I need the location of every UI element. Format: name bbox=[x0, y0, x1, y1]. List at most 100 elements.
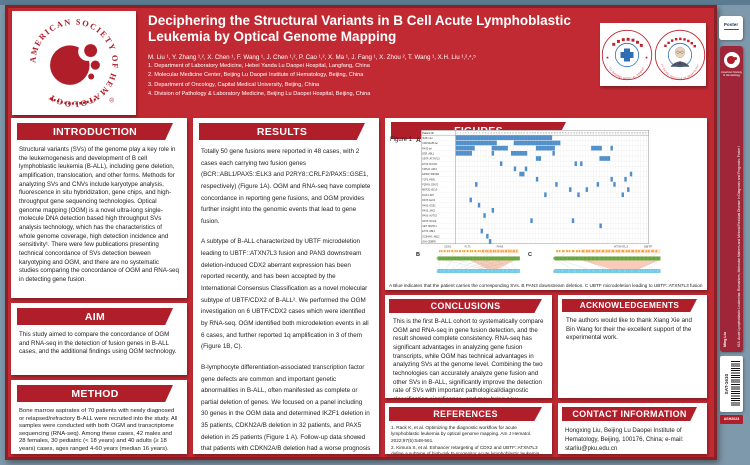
reference-1: 1. Rack K, et al. Optimizing the diagnos… bbox=[391, 425, 532, 443]
svg-text:38: 38 bbox=[559, 133, 561, 135]
svg-text:60: 60 bbox=[620, 133, 622, 135]
poster-title: Deciphering the Structural Variants in B… bbox=[148, 13, 571, 45]
founder-portrait bbox=[670, 46, 689, 67]
svg-text:13: 13 bbox=[490, 133, 492, 135]
aim-panel: AIM This study aimed to compare the conc… bbox=[11, 303, 187, 375]
figure-1a-sv-heatmap: 1 2 3 4 5 6 7 8 9 10 11 12 13 14 15 16 17 18 19 20 21 22 23 24 2… bbox=[421, 130, 649, 244]
svg-text:31: 31 bbox=[540, 133, 542, 135]
svg-text:MEF2D::BCL9: MEF2D::BCL9 bbox=[422, 190, 438, 192]
svg-text:ETV6::ABL1: ETV6::ABL1 bbox=[422, 230, 436, 233]
print-service-wordmark: Poster bbox=[723, 22, 739, 27]
results-paragraph-1: Totally 50 gene fusions were reported in… bbox=[201, 148, 371, 225]
svg-text:PAX5::ELK3: PAX5::ELK3 bbox=[422, 199, 435, 202]
svg-text:49: 49 bbox=[590, 133, 592, 135]
affiliation-1: 1. Department of Laboratory Medicine, He… bbox=[148, 63, 370, 70]
ash-laurel bbox=[49, 97, 99, 105]
session-title: 618. Acute Lymphoblastic Leukemias: Biom… bbox=[736, 145, 741, 347]
svg-text:21: 21 bbox=[512, 133, 514, 135]
svg-text:17: 17 bbox=[501, 133, 503, 135]
print-service-logo: Poster bbox=[719, 16, 743, 40]
author-list: M. Liu ¹, Y. Zhang ¹,², X. Chen ¹, F. Wa… bbox=[148, 54, 476, 62]
svg-text:61: 61 bbox=[623, 133, 625, 135]
introduction-body: Structural variants (SVs) of the genome … bbox=[19, 146, 179, 284]
contact-body: Hongxing Liu, Beijing Lu Daopei Institut… bbox=[565, 427, 684, 452]
lu-daopei-institute-logo: LU DAOPEI INSTITUTE OF HEMATOLOGY bbox=[654, 29, 705, 80]
acknowledgements-panel: ACKNOWLEDGEMENTS The authors would like … bbox=[558, 295, 707, 398]
figure-1b-ogm-track: CDX2FLT3PAN3Ref chr 13Sample bbox=[437, 244, 520, 274]
svg-text:CDX2: CDX2 bbox=[444, 244, 451, 248]
ash-mini-logo bbox=[723, 52, 740, 68]
affiliation-4: 4. Division of Pathology & Laboratory Me… bbox=[148, 90, 371, 97]
ash-mini-blob-2 bbox=[734, 57, 738, 61]
ash-blob-2 bbox=[84, 44, 98, 57]
conclusions-header: CONCLUSIONS bbox=[389, 299, 542, 313]
svg-text:UBTF::ATXN7L3: UBTF::ATXN7L3 bbox=[422, 158, 440, 161]
svg-text:34: 34 bbox=[548, 133, 550, 135]
svg-text:66: 66 bbox=[637, 133, 639, 135]
svg-text:20: 20 bbox=[509, 133, 511, 135]
svg-text:39: 39 bbox=[562, 133, 564, 135]
top-bar bbox=[0, 0, 750, 5]
svg-text:6: 6 bbox=[471, 133, 472, 135]
svg-text:56: 56 bbox=[609, 133, 611, 135]
aim-body: This study aimed to compare the concorda… bbox=[19, 331, 177, 356]
svg-text:4: 4 bbox=[465, 133, 466, 135]
svg-text:47: 47 bbox=[584, 133, 586, 135]
poster-code: SAT-1610 bbox=[723, 373, 729, 395]
session-strip: American Society of Hematology 618. Acut… bbox=[720, 46, 743, 352]
results-header: RESULTS bbox=[199, 123, 365, 140]
conclusions-body: This is the first B-ALL cohort to system… bbox=[393, 318, 544, 398]
ash-logo: AMERICAN SOCIETY OF HEMATOLOGY ® bbox=[28, 17, 118, 108]
barcode bbox=[730, 361, 740, 407]
svg-text:27: 27 bbox=[529, 133, 531, 135]
introduction-panel: INTRODUCTION Structural variants (SVs) o… bbox=[11, 118, 187, 298]
svg-text:37: 37 bbox=[556, 133, 558, 135]
svg-text:26: 26 bbox=[526, 133, 528, 135]
ash-mini-blob bbox=[727, 56, 735, 64]
svg-text:TCF3::PBX1: TCF3::PBX1 bbox=[422, 179, 436, 181]
references-list: 1. Rack K, et al. Optimizing the diagnos… bbox=[385, 424, 552, 454]
society-name: American Society of Hematology bbox=[721, 71, 742, 78]
svg-text:40: 40 bbox=[565, 133, 567, 135]
svg-text:67: 67 bbox=[639, 133, 641, 135]
figure-caption: A Blue indicates that the patient carrie… bbox=[389, 283, 703, 288]
results-panel: RESULTS Totally 50 gene fusions were rep… bbox=[193, 118, 379, 454]
svg-text:IGH::CEBPD: IGH::CEBPD bbox=[422, 242, 436, 244]
results-paragraph-3: B-lymphocyte differentiation-associated … bbox=[201, 363, 371, 453]
poster: AMERICAN SOCIETY OF HEMATOLOGY ® Deciphe… bbox=[5, 5, 717, 460]
svg-text:15: 15 bbox=[496, 133, 498, 135]
acknowledgements-body: The authors would like to thank Xiang Xi… bbox=[566, 317, 692, 342]
svg-text:19: 19 bbox=[507, 133, 509, 135]
blue-cross-icon bbox=[620, 48, 633, 61]
svg-text:11: 11 bbox=[485, 133, 487, 135]
svg-text:DUX4::IGH: DUX4::IGH bbox=[422, 195, 434, 197]
svg-text:23: 23 bbox=[518, 133, 520, 135]
svg-text:7: 7 bbox=[474, 133, 475, 135]
conference-badge: ASH2023 bbox=[720, 415, 743, 424]
svg-text:PAN3: PAN3 bbox=[497, 244, 504, 248]
svg-text:EP300::ZNF384: EP300::ZNF384 bbox=[422, 174, 439, 176]
method-header: METHOD bbox=[17, 385, 173, 402]
svg-text:41: 41 bbox=[567, 133, 569, 135]
svg-text:52: 52 bbox=[598, 133, 600, 135]
svg-text:IKZF1 del: IKZF1 del bbox=[422, 138, 433, 140]
figure-panel-c-label: C bbox=[528, 252, 532, 258]
results-paragraph-2: A subtype of B-ALL characterized by UBTF… bbox=[201, 238, 369, 351]
svg-text:16: 16 bbox=[498, 133, 500, 135]
svg-text:51: 51 bbox=[595, 133, 597, 135]
svg-text:28: 28 bbox=[532, 133, 534, 135]
svg-text:33: 33 bbox=[545, 133, 547, 135]
aim-header: AIM bbox=[17, 308, 173, 325]
method-panel: METHOD Bone marrow aspirates of 70 patie… bbox=[11, 380, 187, 454]
svg-text:32: 32 bbox=[543, 133, 545, 135]
svg-text:50: 50 bbox=[592, 133, 594, 135]
reference-2: 2. Kimura S, et al. Enhancer retargeting… bbox=[391, 445, 541, 454]
svg-text:BCR::ABL1: BCR::ABL1 bbox=[422, 152, 435, 155]
svg-text:62: 62 bbox=[626, 133, 628, 135]
svg-text:PAX5::JAK2: PAX5::JAK2 bbox=[422, 209, 435, 212]
svg-text:UBTF: UBTF bbox=[644, 245, 653, 249]
figure-panel-a-label: A bbox=[416, 137, 421, 144]
ash-logo-box: AMERICAN SOCIETY OF HEMATOLOGY ® bbox=[12, 11, 136, 115]
contact-header: CONTACT INFORMATION bbox=[562, 407, 697, 421]
